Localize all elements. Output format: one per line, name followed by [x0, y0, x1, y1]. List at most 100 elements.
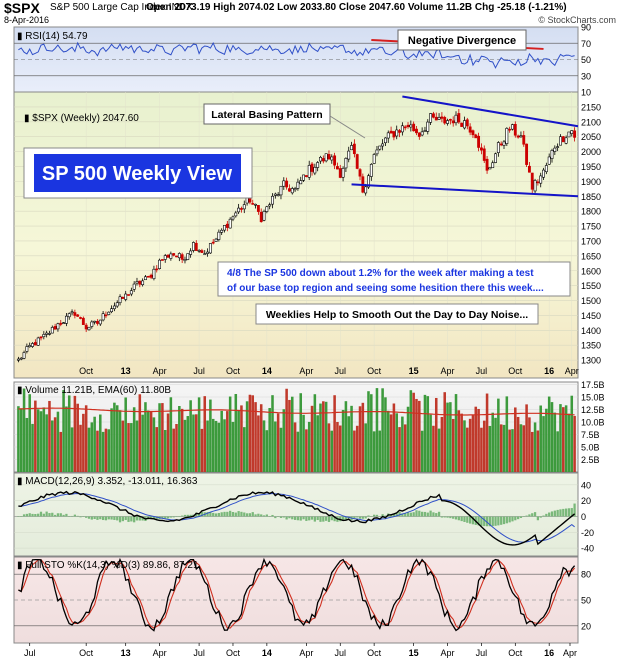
price-candle	[268, 204, 272, 207]
price-candle	[265, 206, 269, 212]
macd-histogram-bar	[310, 516, 314, 520]
price-tick-label: 2100	[581, 117, 601, 127]
volume-bar	[403, 424, 407, 472]
macd-histogram-bar	[223, 511, 226, 517]
price-candle	[516, 135, 520, 138]
sto-tick-label: 80	[581, 570, 591, 580]
volume-bar	[497, 398, 500, 472]
volume-bar	[511, 429, 514, 472]
price-candle	[542, 169, 545, 178]
volume-bar	[499, 424, 503, 472]
price-candle	[327, 154, 331, 160]
price-candle	[344, 158, 348, 169]
price-candle	[527, 165, 531, 173]
macd-histogram-bar	[471, 516, 475, 525]
price-tick-label: 1600	[581, 266, 601, 276]
macd-histogram-bar	[186, 514, 189, 517]
divergence-box	[397, 29, 527, 51]
macd-histogram-bar	[93, 516, 96, 520]
price-candle	[544, 165, 548, 173]
price-candle	[415, 128, 418, 134]
macd-histogram-bar	[28, 513, 31, 517]
volume-bar	[502, 424, 506, 472]
price-candle	[559, 136, 562, 146]
price-candle	[56, 323, 60, 330]
macd-histogram-bar	[62, 514, 65, 517]
price-candle	[155, 268, 159, 271]
macd-histogram-bar	[79, 516, 82, 518]
volume-bar	[573, 415, 576, 472]
macd-histogram-bar	[212, 512, 215, 517]
price-x-label: 15	[409, 366, 419, 376]
volume-bar	[152, 417, 156, 472]
volume-bar	[25, 417, 29, 472]
macd-histogram-bar	[519, 516, 523, 518]
price-candle	[149, 274, 153, 278]
price-candle	[19, 357, 23, 360]
noise-box	[255, 303, 539, 325]
volume-bar	[228, 396, 232, 472]
symbol-name: S&P 500 Large Cap Index INDX	[50, 2, 193, 13]
volume-bar	[570, 395, 574, 472]
volume-bar	[28, 394, 31, 472]
comment-box	[217, 261, 571, 297]
price-candle	[429, 113, 433, 123]
price-tick-label: 2050	[581, 132, 601, 142]
volume-bar	[556, 431, 559, 472]
volume-bar	[401, 416, 404, 472]
price-candle	[87, 326, 91, 331]
volume-bar	[31, 423, 34, 472]
volume-bar	[505, 396, 509, 472]
x-axis-label: 14	[262, 648, 272, 658]
price-candle	[316, 162, 320, 168]
price-x-label: 14	[262, 366, 272, 376]
price-x-label: Apr	[565, 366, 579, 376]
price-candle	[33, 342, 37, 346]
price-candle	[412, 123, 416, 132]
price-x-label: Jul	[193, 366, 205, 376]
volume-bar	[118, 410, 122, 472]
volume-bar	[482, 420, 486, 472]
macd-histogram-bar	[127, 516, 130, 522]
macd-histogram-bar	[327, 516, 331, 522]
price-candle	[282, 180, 286, 187]
volume-bar	[418, 400, 421, 472]
volume-bar	[525, 404, 528, 472]
macd-histogram-bar	[133, 516, 136, 523]
macd-histogram-bar	[356, 516, 359, 518]
price-candle	[254, 203, 257, 206]
price-tick-label: 1900	[581, 177, 601, 187]
price-candle	[485, 158, 489, 171]
price-candle	[42, 334, 46, 338]
price-candle	[48, 333, 51, 335]
sto-tick-label: 20	[581, 621, 591, 631]
price-candle	[135, 281, 139, 284]
macd-histogram-bar	[31, 513, 34, 517]
price-candle	[203, 253, 207, 255]
basing-callout-text: Lateral Basing Pattern	[211, 109, 322, 121]
price-candle	[158, 259, 162, 269]
volume-bar	[547, 396, 551, 472]
price-candle	[494, 153, 497, 163]
macd-histogram-bar	[51, 512, 54, 517]
volume-bar	[412, 392, 415, 472]
volume-bar	[488, 425, 492, 472]
macd-histogram-bar	[96, 516, 99, 520]
volume-bar	[172, 428, 175, 472]
volume-bar	[245, 401, 249, 472]
price-candle	[177, 253, 181, 259]
volume-bar	[211, 418, 215, 472]
volume-bar	[268, 408, 271, 472]
price-candle	[330, 156, 334, 161]
macd-histogram-bar	[265, 514, 268, 517]
basing-callout-pointer	[329, 115, 366, 139]
price-candle	[513, 123, 517, 136]
macd-histogram-bar	[248, 513, 252, 517]
macd-histogram-bar	[344, 516, 348, 520]
price-x-label: Apr	[441, 366, 455, 376]
macd-histogram-bar	[121, 516, 125, 522]
macd-panel-label: ▮ MACD(12,26,9) 3.352, -13.011, 16.363	[17, 476, 198, 487]
volume-bar	[446, 402, 449, 472]
volume-bar	[62, 390, 65, 472]
macd-histogram-bar	[197, 513, 201, 517]
